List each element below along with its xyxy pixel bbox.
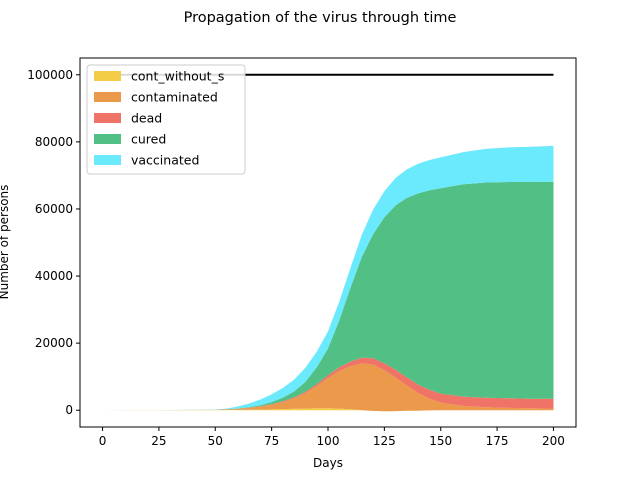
area-contaminated	[102, 363, 554, 412]
legend-swatch-cured	[94, 134, 121, 144]
y-axis: 0 20000 40000 60000 80000 100000	[27, 68, 80, 417]
area-cured	[102, 181, 554, 411]
legend-box	[86, 64, 246, 175]
legend-label-cont-without-s: cont_without_s	[131, 69, 224, 84]
y-tick-label: 0	[65, 403, 73, 417]
chart-title: Propagation of the virus through time	[184, 10, 457, 26]
y-tick-label: 80000	[35, 135, 73, 149]
y-tick-label: 60000	[35, 202, 73, 216]
x-tick-label: 75	[264, 434, 279, 448]
x-axis: 0 25 50 75 100 125 150 175 200	[99, 427, 565, 448]
legend-label-cured: cured	[131, 132, 166, 147]
x-tick-label: 50	[208, 434, 223, 448]
x-tick-label: 100	[317, 434, 340, 448]
x-tick-label: 200	[542, 434, 565, 448]
legend-label-dead: dead	[131, 111, 162, 126]
legend-swatch-dead	[94, 113, 121, 123]
y-tick-label: 20000	[35, 336, 73, 350]
x-axis-label: Days	[313, 456, 343, 470]
x-tick-label: 125	[373, 434, 396, 448]
legend-swatch-cont-without-s	[94, 71, 121, 81]
stacked-areas	[102, 145, 554, 412]
legend-swatch-vaccinated	[94, 155, 121, 165]
x-tick-label: 175	[486, 434, 509, 448]
legend-label-vaccinated: vaccinated	[131, 153, 199, 168]
legend: cont_without_s contaminated dead cured vacci…	[86, 64, 246, 175]
legend-label-contaminated: contaminated	[131, 90, 218, 105]
area-dead	[102, 357, 554, 411]
y-tick-label: 40000	[35, 269, 73, 283]
area-vaccinated	[102, 145, 554, 411]
x-tick-label: 0	[99, 434, 107, 448]
y-axis-label: Number of persons	[0, 185, 11, 300]
x-tick-label: 150	[429, 434, 452, 448]
area-cont-without-s	[102, 408, 554, 412]
legend-swatch-contaminated	[94, 92, 121, 102]
x-tick-label: 25	[151, 434, 166, 448]
y-tick-label: 100000	[27, 68, 73, 82]
